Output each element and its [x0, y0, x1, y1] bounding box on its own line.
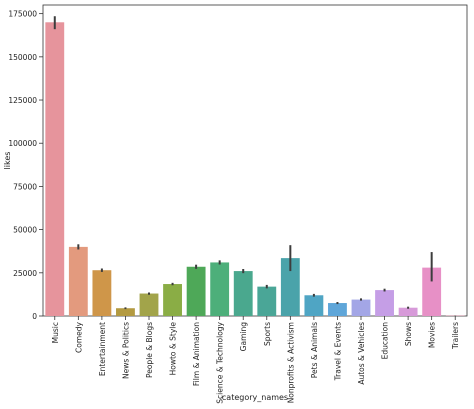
x-tick-label: People & Blogs	[145, 322, 154, 378]
bar	[304, 295, 323, 316]
bar	[234, 271, 253, 316]
y-tick-label: 100000	[8, 139, 37, 148]
x-tick-label: Science & Technology	[216, 321, 225, 403]
x-tick-label: Shows	[404, 322, 413, 346]
bar	[257, 287, 276, 316]
bar	[328, 303, 347, 316]
bar	[187, 267, 206, 316]
bar	[352, 300, 371, 316]
x-tick-label: Music	[51, 322, 60, 343]
x-tick-label: Nonprofits & Activism	[286, 322, 295, 403]
y-tick-label: 125000	[8, 96, 37, 105]
bar	[210, 262, 229, 316]
y-tick-label: 150000	[8, 53, 37, 62]
x-tick-label: Entertainment	[98, 322, 107, 376]
y-tick-label: 25000	[13, 269, 37, 278]
x-tick-label: Gaming	[239, 322, 248, 352]
plot-frame	[43, 5, 467, 316]
y-axis-label: likes	[3, 152, 12, 170]
bar	[116, 308, 135, 316]
x-tick-label: Film & Animation	[192, 322, 201, 386]
x-tick-label: Trailers	[451, 322, 460, 350]
x-tick-label: Pets & Animals	[310, 322, 319, 378]
x-tick-label: Sports	[263, 322, 272, 346]
x-axis-label: category_names	[222, 393, 288, 402]
bar	[69, 247, 88, 316]
x-tick-label: News & Politics	[121, 322, 130, 379]
y-tick-label: 75000	[13, 182, 37, 191]
bar	[92, 270, 111, 316]
y-tick-label: 175000	[8, 10, 37, 19]
x-tick-label: Comedy	[74, 321, 83, 353]
y-tick-label: 50000	[13, 226, 37, 235]
x-tick-label: Education	[381, 322, 390, 360]
x-tick-label: Autos & Vehicles	[357, 322, 366, 385]
bar	[140, 294, 159, 316]
x-tick-label: Howto & Style	[169, 322, 178, 376]
bar	[399, 308, 418, 316]
x-tick-label: Movies	[428, 322, 437, 348]
bar	[163, 284, 182, 316]
y-tick-label: 0	[32, 312, 37, 321]
bar	[375, 290, 394, 316]
x-tick-label: Travel & Events	[333, 322, 342, 381]
bar	[45, 22, 64, 316]
